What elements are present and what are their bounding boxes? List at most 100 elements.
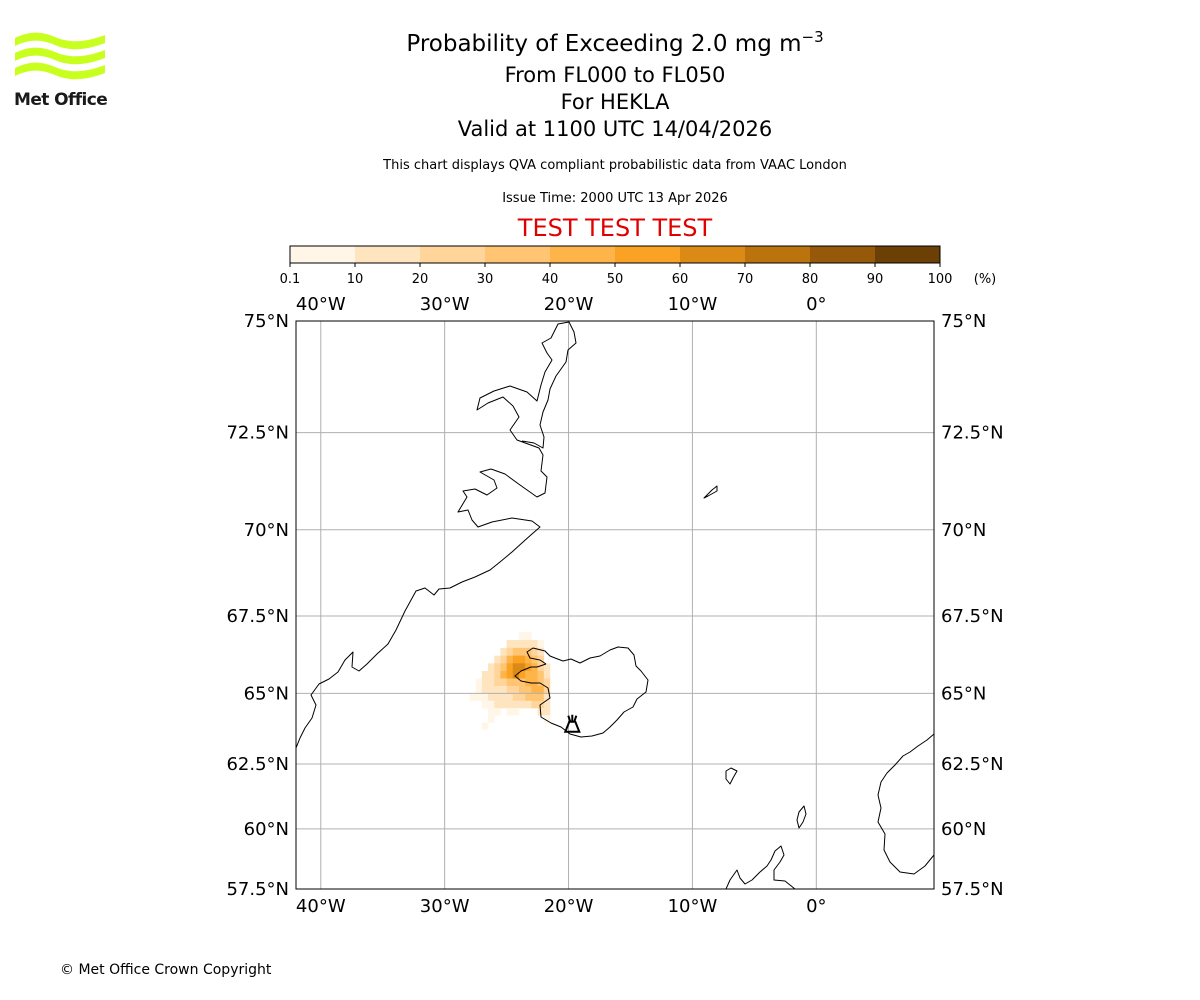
ash-cell bbox=[494, 686, 501, 694]
ash-cell bbox=[475, 678, 483, 687]
ash-cell bbox=[500, 686, 507, 694]
lat-label-right: 62.5°N bbox=[941, 754, 1004, 775]
colorbar-tick-label: 0.1 bbox=[280, 272, 301, 287]
ash-cell bbox=[512, 655, 520, 664]
ash-cell bbox=[525, 655, 532, 664]
ash-cell bbox=[537, 663, 545, 672]
ash-cell bbox=[525, 663, 532, 672]
ash-cell bbox=[500, 693, 507, 702]
ash-cell bbox=[525, 693, 532, 702]
ash-cell bbox=[500, 663, 507, 672]
map-frame bbox=[295, 320, 935, 890]
ash-cell bbox=[531, 647, 538, 656]
lat-label-left: 57.5°N bbox=[226, 879, 289, 900]
ash-probability-heatmap bbox=[469, 632, 551, 730]
ash-cell bbox=[512, 708, 520, 716]
ash-cell bbox=[543, 708, 551, 716]
colorbar-tick-label: 80 bbox=[802, 272, 819, 287]
ash-cell bbox=[494, 700, 501, 709]
colorbar-cell bbox=[485, 246, 551, 263]
ash-cell bbox=[518, 686, 526, 694]
ash-cell bbox=[481, 670, 489, 679]
lon-label-bottom: 10°W bbox=[668, 896, 718, 917]
ash-cell bbox=[506, 686, 514, 694]
ash-cell bbox=[512, 700, 520, 709]
coastline-greenland bbox=[296, 321, 577, 749]
colorbar-tick-label: 10 bbox=[347, 272, 364, 287]
colorbar-cell bbox=[810, 246, 876, 263]
ash-cell bbox=[518, 655, 526, 664]
lon-label-bottom: 20°W bbox=[544, 896, 594, 917]
ash-cell bbox=[525, 700, 532, 709]
ash-cell bbox=[494, 670, 501, 679]
ash-cell bbox=[506, 670, 514, 679]
ash-cell bbox=[494, 663, 501, 672]
lon-label-top: 40°W bbox=[296, 294, 346, 315]
ash-cell bbox=[475, 686, 483, 694]
ash-cell bbox=[531, 655, 538, 664]
ash-cell bbox=[488, 715, 495, 723]
ash-cell bbox=[531, 678, 538, 687]
ash-cell bbox=[525, 670, 532, 679]
ash-cell bbox=[518, 693, 526, 702]
ash-cell bbox=[488, 663, 495, 672]
colorbar-tick-label: 70 bbox=[737, 272, 754, 287]
ash-cell bbox=[537, 693, 545, 702]
colorbar-cells bbox=[290, 246, 941, 263]
met-office-logo-text: Met Office bbox=[14, 90, 108, 110]
ash-cell bbox=[518, 670, 526, 679]
ash-cell bbox=[518, 678, 526, 687]
colorbar-tick-label: 50 bbox=[607, 272, 624, 287]
ash-cell bbox=[500, 655, 507, 664]
volcano-marker-icon bbox=[563, 714, 581, 733]
ash-cell bbox=[475, 693, 483, 702]
ash-cell bbox=[500, 700, 507, 709]
ash-cell bbox=[512, 640, 520, 649]
ash-cell bbox=[512, 663, 520, 672]
met-office-logo bbox=[14, 30, 110, 110]
coastline-jan-mayen bbox=[703, 485, 718, 499]
flight-level-range: From FL000 to FL050 bbox=[504, 63, 726, 87]
met-office-waves-icon bbox=[15, 32, 105, 80]
chart-title-exponent: −3 bbox=[801, 28, 824, 46]
ash-cell bbox=[481, 693, 489, 702]
lat-label-right: 65°N bbox=[941, 683, 986, 704]
lat-label-left: 67.5°N bbox=[226, 606, 289, 627]
ash-cell bbox=[481, 678, 489, 687]
volcano-name-title: For HEKLA bbox=[560, 90, 670, 114]
ash-cell bbox=[506, 647, 514, 656]
colorbar-tick-label: 100 bbox=[928, 272, 953, 287]
colorbar-tick-label: 60 bbox=[672, 272, 689, 287]
ash-cell bbox=[488, 678, 495, 687]
lon-label-top: 30°W bbox=[420, 294, 470, 315]
lon-label-top: 10°W bbox=[668, 294, 718, 315]
ash-cell bbox=[543, 686, 551, 694]
lat-label-right: 60°N bbox=[941, 819, 986, 840]
ash-cell bbox=[537, 655, 545, 664]
ash-cell bbox=[518, 647, 526, 656]
ash-cell bbox=[518, 632, 526, 641]
ash-cell bbox=[543, 670, 551, 679]
lat-label-right: 57.5°N bbox=[941, 879, 1004, 900]
ash-cell bbox=[543, 700, 551, 709]
ash-cell bbox=[531, 693, 538, 702]
graticule bbox=[296, 321, 934, 889]
lat-label-left: 72.5°N bbox=[226, 423, 289, 444]
ash-cell bbox=[506, 655, 514, 664]
ash-cell bbox=[494, 693, 501, 702]
issue-time: Issue Time: 2000 UTC 13 Apr 2026 bbox=[502, 191, 728, 206]
ash-cell bbox=[537, 678, 545, 687]
colorbar-unit: (%) bbox=[974, 272, 997, 287]
colorbar-tick-label: 30 bbox=[477, 272, 494, 287]
ash-cell bbox=[500, 647, 507, 656]
lon-label-top: 0° bbox=[806, 294, 826, 315]
test-banner: TEST TEST TEST bbox=[517, 214, 713, 242]
colorbar-cell bbox=[290, 246, 356, 263]
colorbar-cell bbox=[745, 246, 811, 263]
ash-cell bbox=[506, 678, 514, 687]
ash-cell bbox=[512, 678, 520, 687]
ash-cell bbox=[512, 693, 520, 702]
ash-cell bbox=[506, 700, 514, 709]
ash-cell bbox=[506, 708, 514, 716]
lat-label-left: 75°N bbox=[244, 311, 289, 332]
